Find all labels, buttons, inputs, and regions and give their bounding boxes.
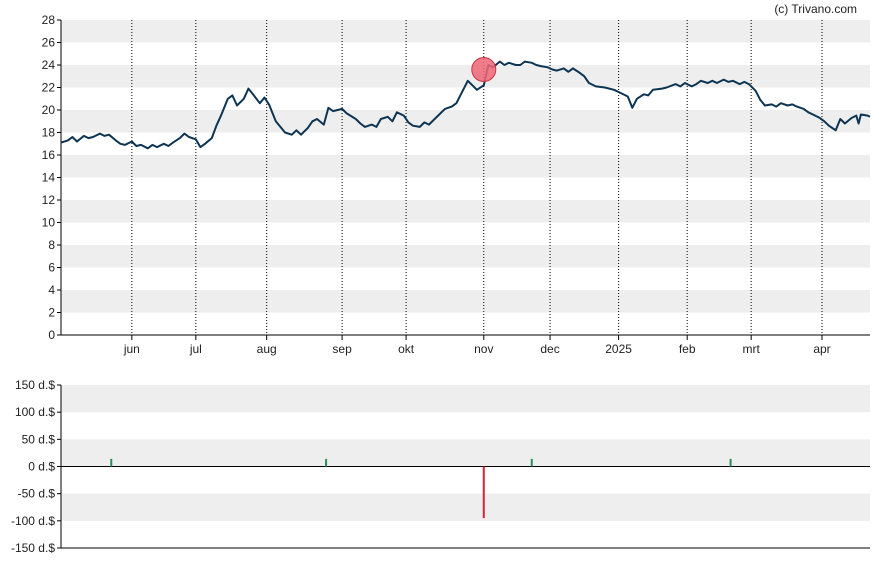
y-tick-label: 18 bbox=[42, 126, 56, 140]
grid-band bbox=[61, 110, 870, 133]
grid-band bbox=[61, 290, 870, 313]
y-tick-label: 0 bbox=[48, 328, 55, 342]
y-tick-label: 50 d.$ bbox=[22, 432, 56, 446]
x-tick-label: nov bbox=[474, 342, 493, 356]
grid-band bbox=[61, 493, 870, 521]
grid-band bbox=[61, 385, 870, 413]
y-tick-label: 2 bbox=[48, 306, 55, 320]
transactions-chart: 150 d.$ 100 d.$ 50 d.$ 0 d.$ -50 d.$ -100 d.$… bbox=[11, 378, 870, 555]
grid-band bbox=[61, 245, 870, 268]
y-tick-label: 24 bbox=[42, 58, 56, 72]
y-tick-label: -100 d.$ bbox=[11, 514, 55, 528]
grid-band bbox=[61, 155, 870, 178]
x-tick-label: dec bbox=[540, 342, 559, 356]
x-tick-label: apr bbox=[813, 342, 830, 356]
x-tick-label: okt bbox=[398, 342, 415, 356]
y-tick-label: 100 d.$ bbox=[15, 405, 55, 419]
y-tick-label: 14 bbox=[42, 171, 56, 185]
grid-band bbox=[61, 200, 870, 223]
y-tick-label: 8 bbox=[48, 238, 55, 252]
y-tick-label: -50 d.$ bbox=[18, 487, 56, 501]
price-chart: jun jul aug sep okt nov dec 2025 feb mrt apr024681… bbox=[42, 13, 871, 356]
x-tick-label: 2025 bbox=[605, 342, 632, 356]
y-tick-label: 28 bbox=[42, 13, 56, 27]
x-tick-label: aug bbox=[257, 342, 277, 356]
credit-label: (c) Trivano.com bbox=[774, 2, 857, 16]
y-tick-label: 6 bbox=[48, 261, 55, 275]
grid-band bbox=[61, 20, 870, 43]
y-tick-label: 16 bbox=[42, 148, 56, 162]
y-tick-label: -150 d.$ bbox=[11, 541, 55, 555]
y-tick-label: 0 d.$ bbox=[28, 460, 55, 474]
transaction-marker bbox=[471, 57, 497, 82]
y-tick-label: 22 bbox=[42, 81, 56, 95]
y-tick-label: 4 bbox=[48, 283, 55, 297]
x-tick-label: sep bbox=[332, 342, 352, 356]
y-tick-label: 26 bbox=[42, 36, 56, 50]
x-tick-label: mrt bbox=[742, 342, 760, 356]
x-tick-label: jun bbox=[123, 342, 140, 356]
x-tick-label: feb bbox=[679, 342, 696, 356]
x-tick-label: jul bbox=[189, 342, 202, 356]
y-tick-label: 20 bbox=[42, 103, 56, 117]
grid-band bbox=[61, 65, 870, 88]
y-tick-label: 150 d.$ bbox=[15, 378, 55, 392]
y-tick-label: 12 bbox=[42, 193, 56, 207]
price-line bbox=[60, 60, 871, 150]
grid-band bbox=[61, 439, 870, 467]
y-tick-label: 10 bbox=[42, 216, 56, 230]
